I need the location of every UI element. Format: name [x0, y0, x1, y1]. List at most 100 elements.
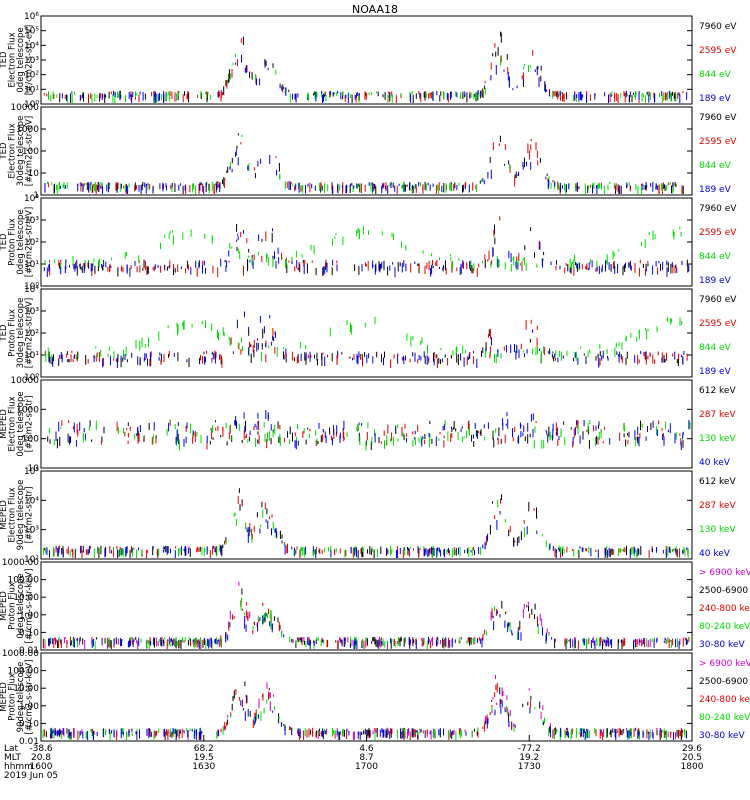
y-tick-label: 10² — [24, 329, 39, 339]
legend-entry: 844 eV — [699, 252, 732, 262]
series-2500-6900 — [48, 588, 687, 649]
series-287-kev — [61, 419, 682, 450]
legend-entry: 844 eV — [699, 343, 732, 353]
legend-entry: 2595 eV — [699, 228, 737, 238]
series-40-kev — [46, 511, 688, 558]
legend-entry: 7960 eV — [699, 295, 737, 305]
y-tick-label: 10³ — [24, 216, 39, 226]
panel-5: 10 100 1000 10000 MEPEDElectron Flux0deg tel… — [0, 376, 736, 474]
panel-frame — [40, 652, 693, 742]
hhmm-tick-label: 1800 — [681, 762, 704, 772]
legend-entry: 287 keV — [699, 410, 736, 420]
legend-entry: 612 keV — [699, 477, 736, 487]
panel-frame — [40, 106, 693, 196]
y-tick-label: 10⁶ — [24, 12, 39, 22]
series-844-ev — [45, 316, 683, 364]
lat-tick-label: 29.6 — [682, 744, 702, 754]
y-axis-label: TEDElectron Flux30deg telescope[#/cm2-s-… — [0, 116, 35, 187]
legend-entry: 189 eV — [699, 367, 732, 377]
series-2595-ev — [49, 216, 676, 278]
y-axis-label: TEDProton Flux30deg telescope[#/cm2-s-st… — [0, 298, 35, 369]
y-tick-label: 0.10 — [19, 719, 39, 729]
series-7960-ev — [48, 328, 684, 368]
y-tick-label: 100 — [22, 435, 39, 445]
legend-entry: 2595 eV — [699, 319, 737, 329]
y-tick-label: 10³ — [24, 526, 39, 536]
y-tick-label: 0.01 — [19, 646, 39, 656]
series-612-kev — [44, 488, 689, 558]
y-tick-label: 10000 — [10, 376, 39, 386]
y-tick-label: 10¹ — [24, 85, 39, 95]
legend-entry: 40 keV — [699, 458, 731, 468]
panels: 10⁰ 10¹ 10² 10³ 10⁴ 10⁵ 10⁶ TEDElectron Flux0de… — [0, 12, 750, 747]
y-axis-label: TEDElectron Flux0deg telescope[#/cm2-s-s… — [0, 25, 35, 95]
legend-entry: 240-800 keV — [699, 604, 750, 614]
y-tick-label: 10 — [28, 169, 40, 179]
panel-8: 0.01 0.10 1.00 10.00 100.00 1000.00MEPEDProto… — [0, 649, 750, 747]
panel-frame — [40, 288, 693, 378]
y-tick-label: 1000.00 — [2, 649, 39, 659]
panel-4: 10⁰ 10¹ 10² 10³ 10⁴ TEDProton Flux30deg teles… — [0, 285, 737, 383]
legend-entry: 30-80 keV — [699, 731, 745, 741]
series-130-kev — [43, 499, 689, 558]
y-tick-label: 10¹ — [24, 351, 39, 361]
panel-1: 10⁰ 10¹ 10² 10³ 10⁴ 10⁵ 10⁶ TEDElectron Flux0de… — [0, 12, 737, 110]
y-tick-label: 10000 — [10, 103, 39, 113]
series-612-kev — [47, 420, 684, 451]
legend-entry: 240-800 keV — [699, 695, 750, 705]
y-tick-label: 10⁴ — [24, 41, 39, 51]
legend-entry: 7960 eV — [699, 22, 737, 32]
y-tick-label: 1000 — [16, 405, 39, 415]
y-axis-label: MEPEDElectron Flux90deg telescope[#/cm2-… — [0, 480, 35, 551]
series-844-ev — [44, 226, 682, 272]
legend-entry: 189 eV — [699, 276, 732, 286]
legend-entry: 40 keV — [699, 549, 731, 559]
mlt-tick-label: 19.5 — [194, 753, 214, 763]
y-tick-label: 10² — [24, 555, 39, 565]
legend-entry: 130 keV — [699, 434, 736, 444]
y-tick-label: 100.00 — [8, 667, 40, 677]
legend-entry: 189 eV — [699, 94, 732, 104]
legend-entry: 7960 eV — [699, 204, 737, 214]
series-240-800-kev — [42, 600, 690, 649]
panel-7: 0.010.101.0010.00100.001000.00MEPEDProto… — [0, 558, 750, 656]
y-tick-label: 100 — [22, 147, 39, 157]
series-2595-ev — [44, 138, 683, 194]
panel-2: 1 10 100 1000 10000 TEDElectron Flux30deg tel… — [0, 103, 737, 201]
y-tick-label: 1 — [33, 191, 39, 201]
series-7960-ev — [43, 223, 689, 277]
y-tick-label: 10⁴ — [24, 285, 39, 295]
y-tick-label: 10⁰ — [24, 373, 39, 383]
mlt-tick-label: 20.5 — [682, 753, 702, 763]
hhmm-tick-label: 1730 — [518, 762, 541, 772]
legend-entry: 80-240 keV — [699, 622, 750, 632]
series-189-ev — [44, 149, 674, 194]
legend-entry: > 6900 keV — [699, 659, 750, 669]
y-axis-label: MEPEDProton Flux90deg telescope[#/cm2-s-… — [0, 660, 35, 735]
series-189-ev — [61, 54, 688, 103]
panel-frame — [40, 197, 693, 287]
series-7960-ev — [59, 31, 680, 103]
legend-entry: 844 eV — [699, 70, 732, 80]
panel-frame — [40, 561, 693, 651]
y-tick-label: 0.01 — [19, 737, 39, 747]
panel-frame — [40, 379, 693, 469]
footer-row-label: 2019 Jun 05 — [4, 771, 58, 781]
y-tick-label: 10² — [24, 238, 39, 248]
legend-entry: 80-240 keV — [699, 713, 750, 723]
y-tick-label: 1.00 — [19, 702, 39, 712]
lat-tick-label: 4.6 — [359, 744, 374, 754]
mlt-tick-label: 19.2 — [519, 753, 539, 763]
mlt-tick-label: 8.7 — [359, 753, 373, 763]
panel-3: 10⁰ 10¹ 10² 10³ 10⁴ TEDProton Flux0deg telesc… — [0, 194, 737, 292]
lat-tick-label: 68.2 — [194, 744, 214, 754]
legend-entry: 612 keV — [699, 386, 736, 396]
legend-entry: 287 keV — [699, 501, 736, 511]
y-tick-label: 10² — [24, 71, 39, 81]
panel-frame — [40, 470, 693, 560]
plot-title: NOAA18 — [352, 3, 398, 16]
series-40-kev — [55, 410, 690, 451]
legend-entry: 2500-6900 — [699, 586, 748, 596]
y-tick-label: 10⁵ — [24, 467, 39, 477]
legend-entry: 2595 eV — [699, 46, 737, 56]
